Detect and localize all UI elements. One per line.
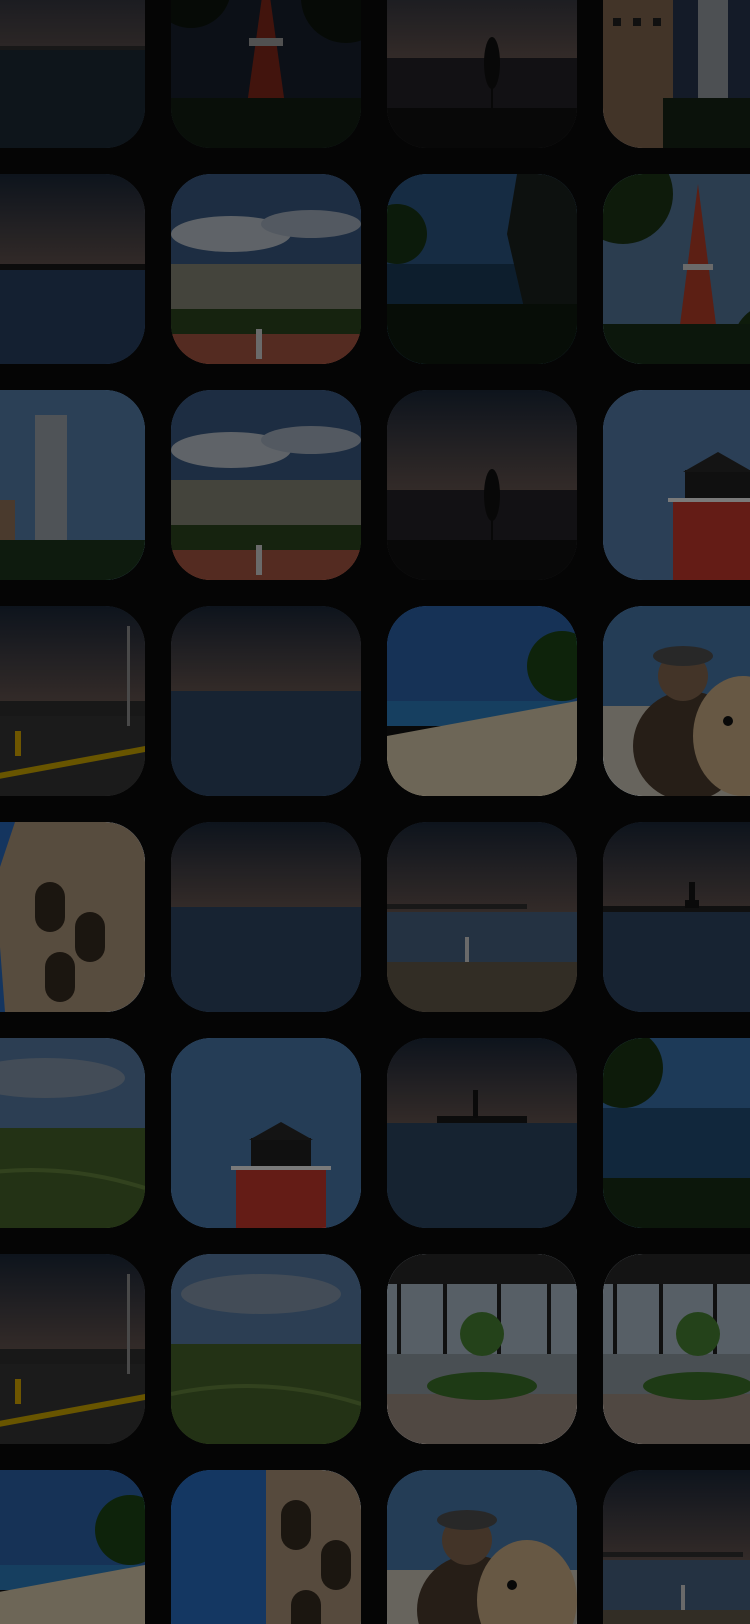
- photo-road-dusk[interactable]: [0, 606, 145, 796]
- photo-sea-dusk[interactable]: [0, 0, 145, 148]
- photo-building-tower[interactable]: [603, 0, 750, 148]
- photo-sunset-umbrella-2[interactable]: [387, 390, 577, 580]
- photo-lighthouse-2[interactable]: [171, 1038, 361, 1228]
- photo-cliff-trees[interactable]: [603, 1038, 750, 1228]
- photo-colosseum[interactable]: [0, 822, 145, 1012]
- photo-tokyo-tower[interactable]: [171, 0, 361, 148]
- photo-sunset-umbrella[interactable]: [387, 0, 577, 148]
- photo-window-tree[interactable]: [387, 1254, 577, 1444]
- photo-dog-selfie-2[interactable]: [387, 1470, 577, 1624]
- photo-cliff-sea[interactable]: [387, 174, 577, 364]
- photo-pier-2[interactable]: [603, 1470, 750, 1624]
- photo-window-tree-2[interactable]: [603, 1254, 750, 1444]
- photo-city-vista[interactable]: [171, 174, 361, 364]
- photo-field[interactable]: [0, 1038, 145, 1228]
- photo-calm-sea[interactable]: [0, 174, 145, 364]
- photo-colosseum-2[interactable]: [171, 1470, 361, 1624]
- photo-pier[interactable]: [387, 822, 577, 1012]
- photo-city-vista-2[interactable]: [171, 390, 361, 580]
- photo-skyscraper[interactable]: [0, 390, 145, 580]
- photo-lighthouse[interactable]: [603, 390, 750, 580]
- photo-statue-of-liberty-2[interactable]: [387, 1038, 577, 1228]
- photo-sea-sunset[interactable]: [171, 606, 361, 796]
- photo-beach-2[interactable]: [0, 1470, 145, 1624]
- photo-sea-sunset-2[interactable]: [171, 822, 361, 1012]
- photo-field-2[interactable]: [171, 1254, 361, 1444]
- photo-tower-trees[interactable]: [603, 174, 750, 364]
- photo-statue-of-liberty[interactable]: [603, 822, 750, 1012]
- photo-dog-selfie[interactable]: [603, 606, 750, 796]
- photo-beach[interactable]: [387, 606, 577, 796]
- photo-road-dusk-2[interactable]: [0, 1254, 145, 1444]
